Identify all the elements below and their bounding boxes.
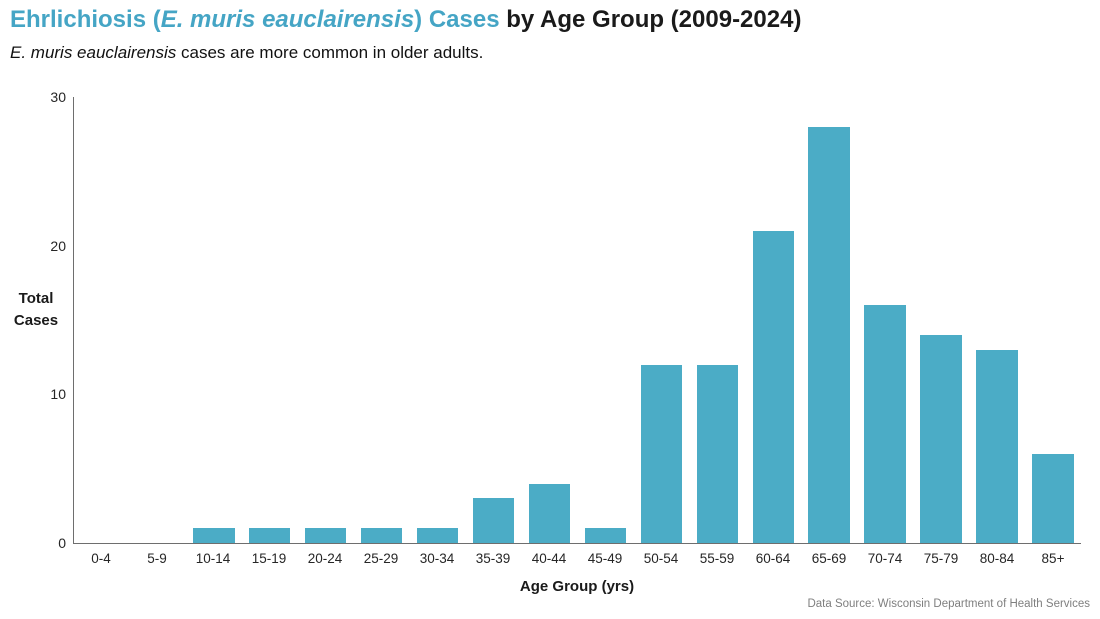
bar-slot bbox=[857, 97, 913, 543]
bar-45-49 bbox=[584, 528, 627, 543]
bar-slot bbox=[801, 97, 857, 543]
x-tick-label: 25-29 bbox=[363, 551, 399, 566]
bar-80-84 bbox=[976, 349, 1018, 543]
title-accent-part: Ehrlichiosis (E. muris eauclairensis) Ca… bbox=[10, 6, 500, 33]
bar-slot bbox=[522, 97, 578, 543]
y-tick-label: 0 bbox=[58, 535, 66, 551]
bar-slot bbox=[242, 97, 298, 543]
bar-slot bbox=[1025, 97, 1081, 543]
y-tick-label: 30 bbox=[50, 89, 66, 105]
x-tick-label: 0-4 bbox=[91, 551, 111, 566]
subtitle-italic-part: E. muris eauclairensis bbox=[10, 43, 177, 62]
x-tick-label: 60-64 bbox=[755, 551, 791, 566]
bars-container bbox=[74, 97, 1081, 543]
bar-slot bbox=[354, 97, 410, 543]
bar-slot bbox=[186, 97, 242, 543]
bar-slot bbox=[410, 97, 466, 543]
x-tick-label: 20-24 bbox=[307, 551, 343, 566]
plot-area: 0 10 20 30 bbox=[50, 89, 1081, 551]
x-tick-label: 10-14 bbox=[195, 551, 231, 566]
bar-slot bbox=[969, 97, 1025, 543]
title-plain-part: by Age Group (2009-2024) bbox=[499, 6, 802, 33]
bar-30-34 bbox=[416, 528, 459, 543]
title-accent-italic: E. muris eauclairensis bbox=[160, 6, 415, 33]
bar-70-74 bbox=[864, 305, 906, 543]
bar-slot bbox=[689, 97, 745, 543]
bar-60-64 bbox=[752, 230, 794, 543]
bar-10-14 bbox=[193, 528, 235, 543]
y-axis-title: Total Cases bbox=[6, 288, 66, 332]
bar-slot bbox=[633, 97, 689, 543]
x-tick-label: 45-49 bbox=[587, 551, 623, 566]
x-tick-label: 70-74 bbox=[867, 551, 903, 566]
x-axis-title: Age Group (yrs) bbox=[519, 578, 635, 595]
title-accent-suffix: ) Cases bbox=[414, 6, 500, 33]
bar-75-79 bbox=[920, 334, 962, 543]
x-tick-label: 35-39 bbox=[475, 551, 511, 566]
bar-40-44 bbox=[528, 483, 571, 543]
x-tick-label: 40-44 bbox=[531, 551, 567, 566]
x-tick-label: 55-59 bbox=[699, 551, 735, 566]
bar-slot bbox=[130, 97, 186, 543]
x-tick-label: 30-34 bbox=[419, 551, 455, 566]
x-axis-tick-labels: 0-4 5-9 10-14 15-19 20-24 25-29 30-34 35-39 40-4… bbox=[73, 551, 1081, 566]
y-axis-title-line2: Cases bbox=[13, 312, 59, 329]
bar-20-24 bbox=[305, 528, 347, 543]
bar-slot bbox=[913, 97, 969, 543]
bar-slot bbox=[74, 97, 130, 543]
chart-title: Ehrlichiosis (E. muris eauclairensis) Ca… bbox=[10, 6, 801, 34]
bar-slot bbox=[745, 97, 801, 543]
bar-slot bbox=[466, 97, 522, 543]
data-source: Data Source: Wisconsin Department of Hea… bbox=[807, 598, 1090, 610]
y-axis-ticks: 0 10 20 30 bbox=[12, 89, 66, 551]
bar-55-59 bbox=[696, 364, 738, 543]
y-tick-label: 20 bbox=[50, 237, 66, 254]
x-tick-label: 5-9 bbox=[147, 551, 167, 566]
x-tick-label: 15-19 bbox=[251, 551, 287, 566]
x-tick-label: 85+ bbox=[1041, 551, 1065, 566]
subtitle-plain-part: cases are more common in older adults. bbox=[176, 43, 484, 62]
x-tick-label: 65-69 bbox=[811, 551, 847, 566]
y-axis-title-line1: Total bbox=[18, 290, 54, 307]
bar-35-39 bbox=[472, 498, 515, 543]
bar-15-19 bbox=[249, 528, 291, 543]
x-tick-label: 50-54 bbox=[643, 551, 679, 566]
y-tick-label: 10 bbox=[50, 386, 66, 403]
bar-50-54 bbox=[640, 364, 683, 543]
bar-slot bbox=[298, 97, 354, 543]
chart-subtitle: E. muris eauclairensis cases are more co… bbox=[10, 43, 483, 63]
x-tick-label: 80-84 bbox=[979, 551, 1015, 566]
title-accent-prefix: Ehrlichiosis ( bbox=[10, 6, 161, 33]
x-tick-label: 75-79 bbox=[923, 551, 959, 566]
bar-slot bbox=[577, 97, 633, 543]
bar-25-29 bbox=[360, 528, 403, 543]
bar-85+ bbox=[1032, 453, 1074, 543]
bar-65-69 bbox=[808, 126, 850, 543]
